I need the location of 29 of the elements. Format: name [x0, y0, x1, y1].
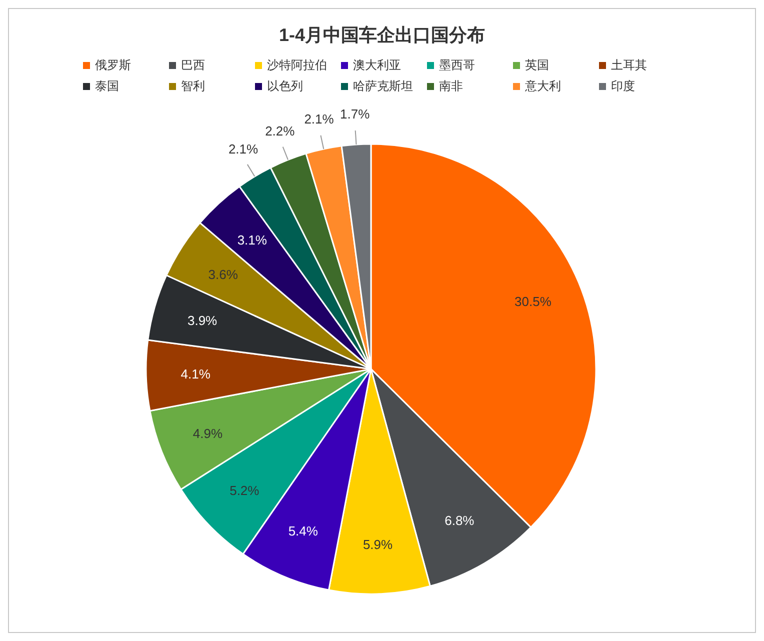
data-label: 2.1% [304, 112, 334, 127]
data-label: 5.2% [230, 483, 260, 498]
legend-label: 巴西 [181, 57, 205, 74]
data-label: 4.1% [180, 366, 211, 382]
data-label: 5.9% [362, 536, 394, 552]
legend-label: 墨西哥 [439, 57, 475, 74]
legend-label: 意大利 [525, 78, 561, 95]
legend-label: 英国 [525, 57, 549, 74]
data-label: 6.8% [444, 513, 475, 528]
legend-label: 哈萨克斯坦 [353, 78, 413, 95]
legend-label: 土耳其 [611, 57, 647, 74]
data-label: 3.9% [187, 313, 218, 328]
chart-title: 1-4月中国车企出口国分布 [278, 24, 486, 47]
legend-label: 澳大利亚 [353, 57, 401, 74]
data-label: 30.5% [514, 294, 552, 309]
legend-label: 泰国 [95, 78, 119, 95]
data-label: 4.9% [192, 426, 223, 441]
legend-label: 智利 [181, 78, 205, 95]
legend-label: 沙特阿拉伯 [267, 57, 327, 74]
legend-label: 俄罗斯 [95, 57, 131, 74]
data-label: 3.1% [237, 232, 268, 248]
data-label: 5.4% [288, 523, 318, 538]
data-label: 2.2% [265, 123, 296, 138]
data-label: 2.1% [228, 142, 259, 157]
legend-label: 南非 [439, 78, 463, 95]
data-label: 1.7% [340, 106, 370, 122]
data-label: 3.6% [208, 267, 238, 282]
legend-label: 以色列 [267, 78, 303, 95]
legend-label: 印度 [611, 78, 635, 95]
